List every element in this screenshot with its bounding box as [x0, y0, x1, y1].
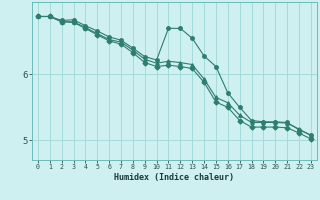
X-axis label: Humidex (Indice chaleur): Humidex (Indice chaleur): [115, 173, 234, 182]
